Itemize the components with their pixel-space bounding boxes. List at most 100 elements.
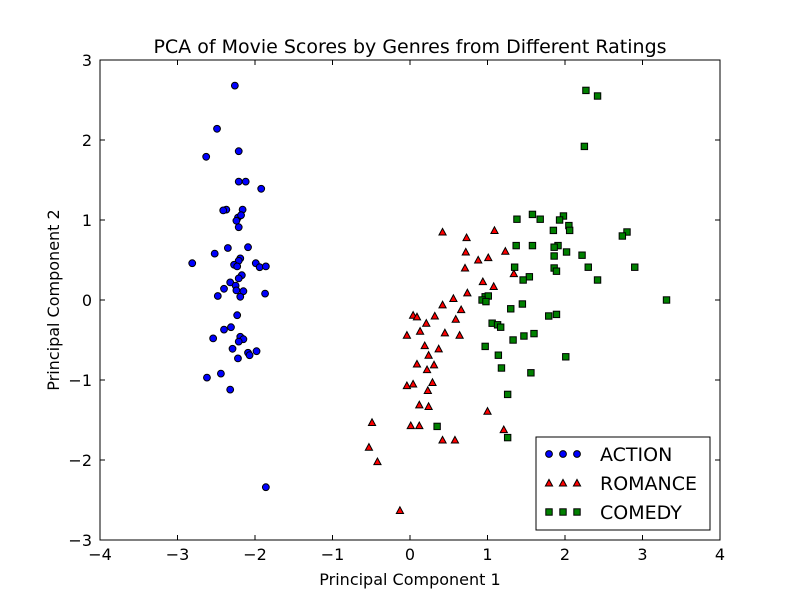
comedy-point [497,364,506,372]
romance-point [429,360,439,369]
x-tick-label: 1 [482,545,492,564]
romance-point [424,401,434,410]
action-point [202,152,211,161]
legend-comedy-marker [573,508,581,516]
romance-point [395,505,405,514]
romance-point [500,246,510,255]
x-tick-label: −1 [321,545,345,564]
romance-point [440,328,450,337]
romance-point [473,255,483,264]
action-point [226,385,235,394]
comedy-point [623,228,631,236]
action-point [261,289,269,298]
action-point [234,354,242,363]
comedy-point [494,351,503,359]
chart-title: PCA of Movie Scores by Genres from Diffe… [153,36,666,58]
action-point [228,344,237,353]
romance-point [364,442,374,451]
legend-comedy-marker [545,508,553,516]
romance-point [415,326,425,335]
romance-point [412,312,422,321]
action-point [209,334,218,343]
y-tick-label: 1 [82,211,92,230]
romance-point [402,380,412,390]
romance-point [414,400,424,409]
comedy-point [518,300,527,308]
comedy-point [433,422,441,431]
x-tick-label: 3 [637,545,647,564]
comedy-point [527,369,535,377]
comedy-point [559,212,568,220]
action-point [234,147,243,156]
action-point [213,124,221,133]
action-point [234,274,243,283]
x-tick-label: 2 [560,545,570,564]
romance-point [478,276,488,286]
legend-action-marker [573,450,581,458]
comedy-point [525,273,534,281]
y-tick-label: 3 [82,51,92,70]
romance-point [450,435,460,444]
action-point [244,243,252,252]
action-point [234,223,243,232]
legend-label-comedy: COMEDY [600,502,682,524]
romance-point [461,247,471,256]
action-point [217,369,225,378]
action-point [236,292,245,301]
legend: ACTION ROMANCE COMEDY [535,436,711,531]
action-point [241,177,250,186]
y-axis-label: Principal Component 2 [44,209,63,390]
action-point [234,337,243,346]
action-point [252,347,261,356]
legend-label-action: ACTION [600,444,672,466]
romance-point [462,288,472,297]
comedy-point [593,92,602,100]
x-tick-label: −3 [166,545,190,564]
romance-point [434,344,444,353]
romance-point [367,417,377,426]
y-tick-label: −3 [68,531,92,550]
comedy-point [509,336,517,344]
action-point [245,351,254,360]
comedy-point [593,276,602,284]
action-point [227,323,235,332]
y-tick-label: −1 [68,371,92,390]
comedy-point [513,215,521,223]
romance-point [373,456,382,466]
action-point [220,325,228,334]
legend-comedy-marker [559,508,567,516]
romance-point [402,330,412,339]
romance-point [412,359,422,368]
romance-point [483,252,493,262]
action-point [188,259,197,268]
legend-romance-marker [558,478,568,487]
comedy-point [565,226,574,235]
romance-point [499,424,509,434]
action-point [234,177,243,186]
comedy-point [562,248,571,256]
comedy-point [503,433,512,442]
romance-point [460,263,470,272]
comedy-point [482,297,490,306]
legend-action-marker [545,450,553,458]
comedy-point [549,226,558,235]
action-point [233,311,242,320]
legend-romance-marker [572,478,582,487]
comedy-point [582,86,590,95]
action-point [210,249,219,258]
romance-point [462,232,472,242]
comedy-point [519,276,527,284]
action-point [237,211,245,220]
comedy-point [507,305,515,313]
comedy-point [552,310,561,319]
romance-point [448,293,458,302]
action-point [219,206,228,215]
romance-point [422,364,432,374]
x-tick-label: 4 [715,545,725,564]
x-tick-label: −2 [243,545,267,564]
comedy-point [555,216,564,224]
comedy-point [631,263,639,271]
comedy-point [528,210,537,219]
y-tick-label: 2 [82,131,92,150]
